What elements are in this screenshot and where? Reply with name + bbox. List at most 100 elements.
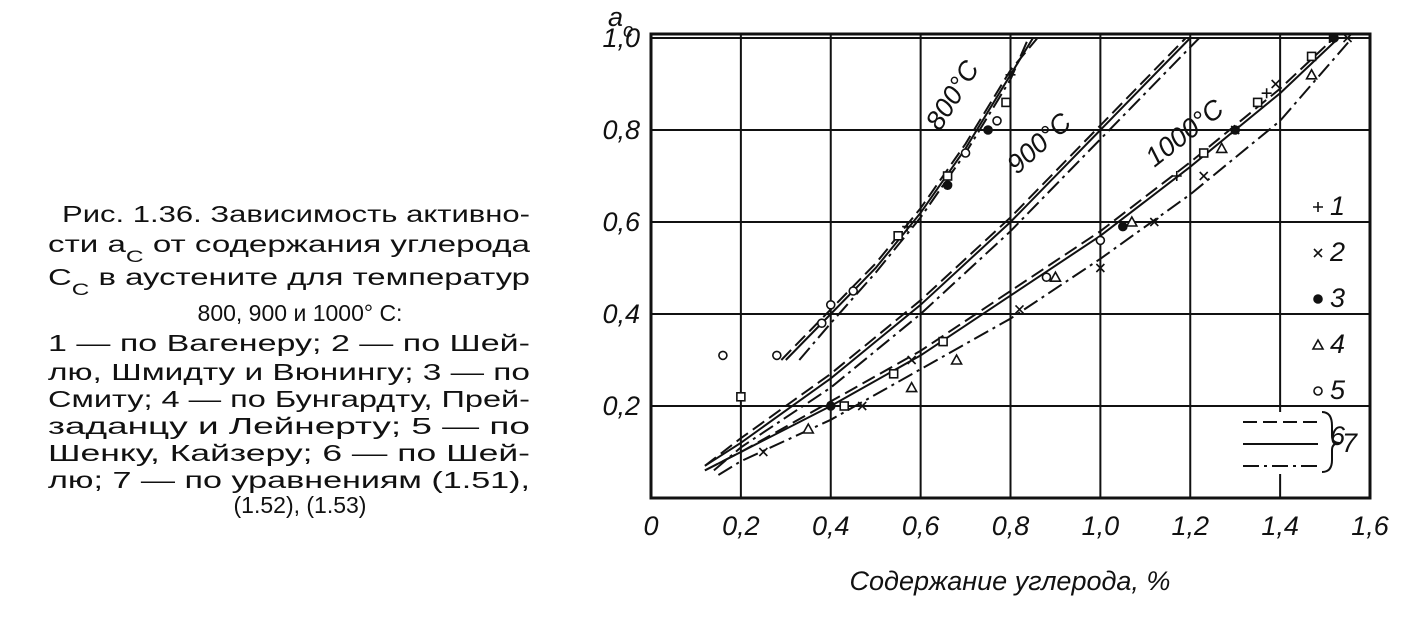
curve-label: 1000°C <box>1140 93 1230 173</box>
marker <box>1313 248 1323 258</box>
caption-text: Шенку, Кайзеру; 6 — по Шей- <box>48 440 530 466</box>
curve <box>704 37 1335 472</box>
caption-line: лю, Шмидту и Вюнингу; 3 — по <box>48 359 530 385</box>
marker <box>1261 88 1272 99</box>
legend-label: 1 <box>1330 191 1345 221</box>
marker <box>1306 51 1317 62</box>
marker <box>893 231 903 241</box>
x-tick-label: 1,4 <box>1261 511 1299 541</box>
marker <box>1171 171 1182 181</box>
curve <box>704 37 1340 472</box>
x-axis-label: Содержание углерода, % <box>850 566 1171 596</box>
caption-text: заданцу и Лейнерту; 5 — по <box>48 413 530 439</box>
x-tick-label: 0,8 <box>992 511 1030 541</box>
x-tick-label: 0,4 <box>812 511 850 541</box>
marker <box>1313 202 1323 212</box>
y-axis-label-part: a <box>608 2 623 32</box>
x-tick-label: 1,6 <box>1351 511 1390 541</box>
x-tick-label: 0,6 <box>902 511 941 541</box>
curve-label: 900°C <box>1001 107 1077 180</box>
marker <box>992 116 1002 126</box>
legend-label: 7 <box>1342 428 1358 458</box>
caption-line: лю; 7 — по уравнениям (1.51), <box>48 467 530 493</box>
x-tick-label: 0 <box>643 511 658 541</box>
marker <box>902 221 913 232</box>
marker <box>1252 97 1263 108</box>
curve <box>780 37 1039 361</box>
marker <box>907 355 917 365</box>
caption-text: лю, Шмидту и Вюнингу; 3 — по <box>48 359 530 385</box>
caption-text: Смиту; 4 — по Бунгардту, Прей- <box>48 386 530 412</box>
legend-label: 2 <box>1329 237 1345 267</box>
x-tick-label: 0,2 <box>722 511 760 541</box>
caption-line: заданцу и Лейнерту; 5 — по <box>48 413 530 439</box>
marker <box>1329 33 1339 43</box>
marker <box>1149 217 1159 227</box>
marker <box>736 391 746 402</box>
caption-text: Рис. 1.36. Зависимость активно- <box>62 201 530 227</box>
caption-text: 1 — по Вагенеру; 2 — по Шей- <box>48 330 530 356</box>
caption-text: 800, 900 и 1000° С: <box>198 300 403 326</box>
marker <box>942 180 953 190</box>
marker <box>942 171 953 181</box>
legend-label: 3 <box>1330 283 1345 313</box>
curve <box>785 37 1034 361</box>
marker <box>801 422 815 434</box>
marker <box>1095 235 1106 246</box>
caption-subscript: C <box>72 280 90 299</box>
marker <box>1095 263 1105 273</box>
marker <box>960 148 971 158</box>
marker <box>1271 79 1281 89</box>
marker <box>1199 171 1209 181</box>
marker <box>938 336 948 347</box>
y-axis-label: ac <box>608 2 633 42</box>
marker <box>1014 304 1025 314</box>
caption-line: (1.52), (1.53) <box>234 492 367 518</box>
caption-text: в аустените для температур <box>89 264 530 290</box>
marker <box>1005 69 1016 80</box>
curve <box>717 37 1353 476</box>
caption-text: сти a <box>48 231 126 257</box>
y-tick-label: 0,2 <box>602 391 640 421</box>
curve <box>713 37 1200 472</box>
marker <box>983 125 993 135</box>
marker <box>905 380 918 393</box>
y-tick-label: 0,6 <box>602 207 641 237</box>
caption-line: Шенку, Кайзеру; 6 — по Шей- <box>48 440 530 466</box>
caption-subscript: C <box>126 247 144 266</box>
y-axis-label-part: c <box>623 20 633 42</box>
marker <box>758 447 768 457</box>
x-tick-label: 1,2 <box>1171 511 1209 541</box>
caption-line: 800, 900 и 1000° С: <box>198 300 403 326</box>
caption-text: лю; 7 — по уравнениям (1.51), <box>48 467 530 493</box>
marker <box>1125 215 1139 227</box>
marker <box>1198 148 1209 158</box>
y-tick-label: 1,0 <box>602 23 640 53</box>
marker <box>772 350 782 361</box>
marker <box>718 350 728 361</box>
marker <box>839 401 850 411</box>
marker <box>950 353 963 365</box>
marker <box>1342 33 1353 43</box>
marker <box>888 368 899 379</box>
marker <box>1049 270 1062 282</box>
marker <box>1230 125 1240 135</box>
marker <box>1001 97 1011 108</box>
legend-label: 4 <box>1330 329 1345 359</box>
caption-line: 1 — по Вагенеру; 2 — по Шей- <box>48 330 530 356</box>
marker <box>848 286 859 296</box>
caption-text: (1.52), (1.53) <box>234 492 367 518</box>
marker <box>857 401 867 411</box>
marker <box>825 401 836 411</box>
caption-line: Смиту; 4 — по Бунгардту, Прей- <box>48 386 530 412</box>
legend-label: 5 <box>1330 375 1346 405</box>
marker <box>1313 294 1323 304</box>
y-tick-label: 0,4 <box>602 299 640 329</box>
y-tick-label: 0,8 <box>602 115 640 145</box>
caption-line: Рис. 1.36. Зависимость активно- <box>62 201 530 227</box>
caption-text: C <box>48 264 72 290</box>
curve-label: 800°C <box>920 55 986 135</box>
